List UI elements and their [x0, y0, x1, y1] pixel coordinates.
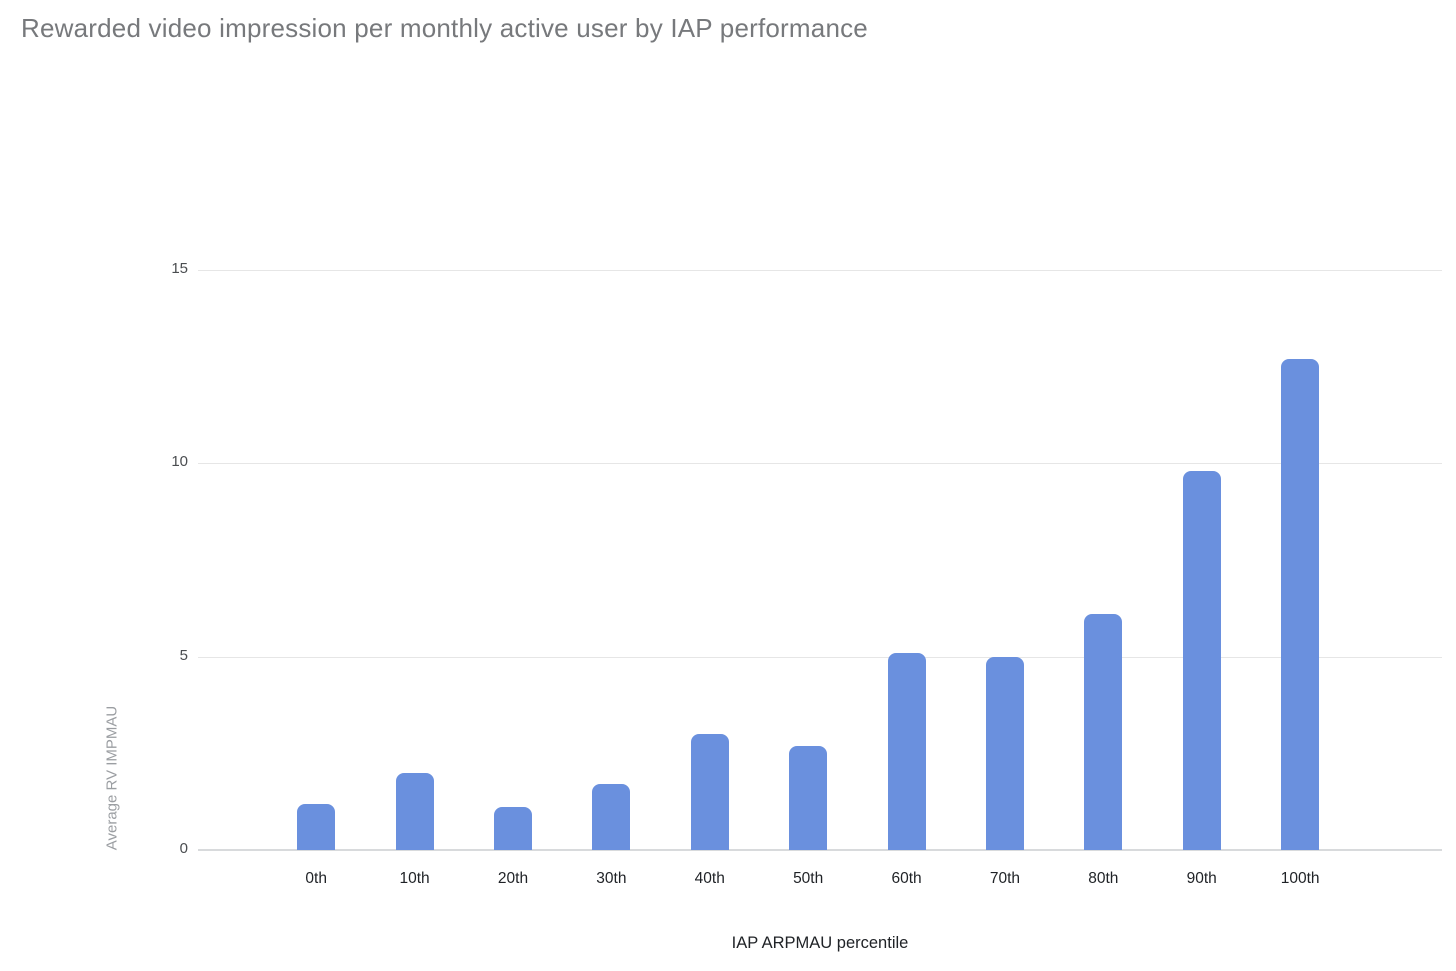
bar-0th [297, 803, 336, 850]
x-tick-label-50th: 50th [793, 870, 824, 887]
gridline-y-15 [198, 270, 1442, 271]
bar-20th [493, 807, 532, 850]
bar-80th [1084, 614, 1123, 850]
bar-10th [395, 772, 434, 850]
x-tick-label-80th: 80th [1088, 870, 1119, 887]
bar-cell-60th [857, 270, 955, 850]
chart-title: Rewarded video impression per monthly ac… [21, 13, 868, 43]
x-tick-label-70th: 70th [989, 870, 1021, 887]
gridline-y-5 [198, 656, 1442, 658]
bar-cell-40th [661, 270, 759, 850]
x-tick-label-0th: 0th [305, 870, 327, 887]
y-tick-label-15: 15 [171, 260, 188, 277]
plot-area [198, 270, 1442, 851]
x-tick-label-10th: 10th [399, 870, 430, 887]
bar-cell-90th [1153, 270, 1251, 850]
bar-cell-80th [1054, 270, 1152, 850]
bar-cell-0th [267, 270, 365, 850]
x-tick-label-90th: 90th [1186, 870, 1217, 887]
bar-cell-100th [1251, 270, 1349, 850]
bar-cell-50th [759, 270, 857, 850]
gridline-y-10 [198, 463, 1442, 465]
bar-30th [592, 784, 631, 850]
x-tick-label-60th: 60th [891, 870, 922, 887]
x-tick-label-40th: 40th [694, 870, 725, 887]
bar-cell-20th [464, 270, 562, 850]
y-tick-label-0: 0 [179, 840, 188, 857]
x-tick-label-30th: 30th [596, 870, 627, 887]
x-axis-tick-labels: 0th 10th 20th 30th 40th 50th 60th 70th 80th 90th 1… [267, 870, 1349, 888]
bar-40th [690, 734, 729, 850]
bar-50th [789, 745, 828, 850]
bar-cell-10th [365, 270, 463, 850]
gridline-y-0 [198, 849, 1442, 851]
y-tick-label-5: 5 [179, 646, 188, 664]
bar-100th [1281, 358, 1320, 850]
bar-70th [985, 656, 1024, 850]
y-tick-label-10: 10 [171, 453, 188, 471]
bars-row [267, 270, 1349, 850]
bar-90th [1182, 471, 1221, 850]
bar-cell-70th [956, 270, 1054, 850]
y-axis-title: Average RV IMPMAU [103, 705, 121, 851]
bar-cell-30th [562, 270, 660, 850]
x-axis-title: IAP ARPMAU percentile [731, 934, 909, 952]
bar-60th [887, 652, 926, 850]
x-tick-label-20th: 20th [497, 870, 529, 887]
x-tick-label-100th: 100th [1280, 870, 1320, 887]
